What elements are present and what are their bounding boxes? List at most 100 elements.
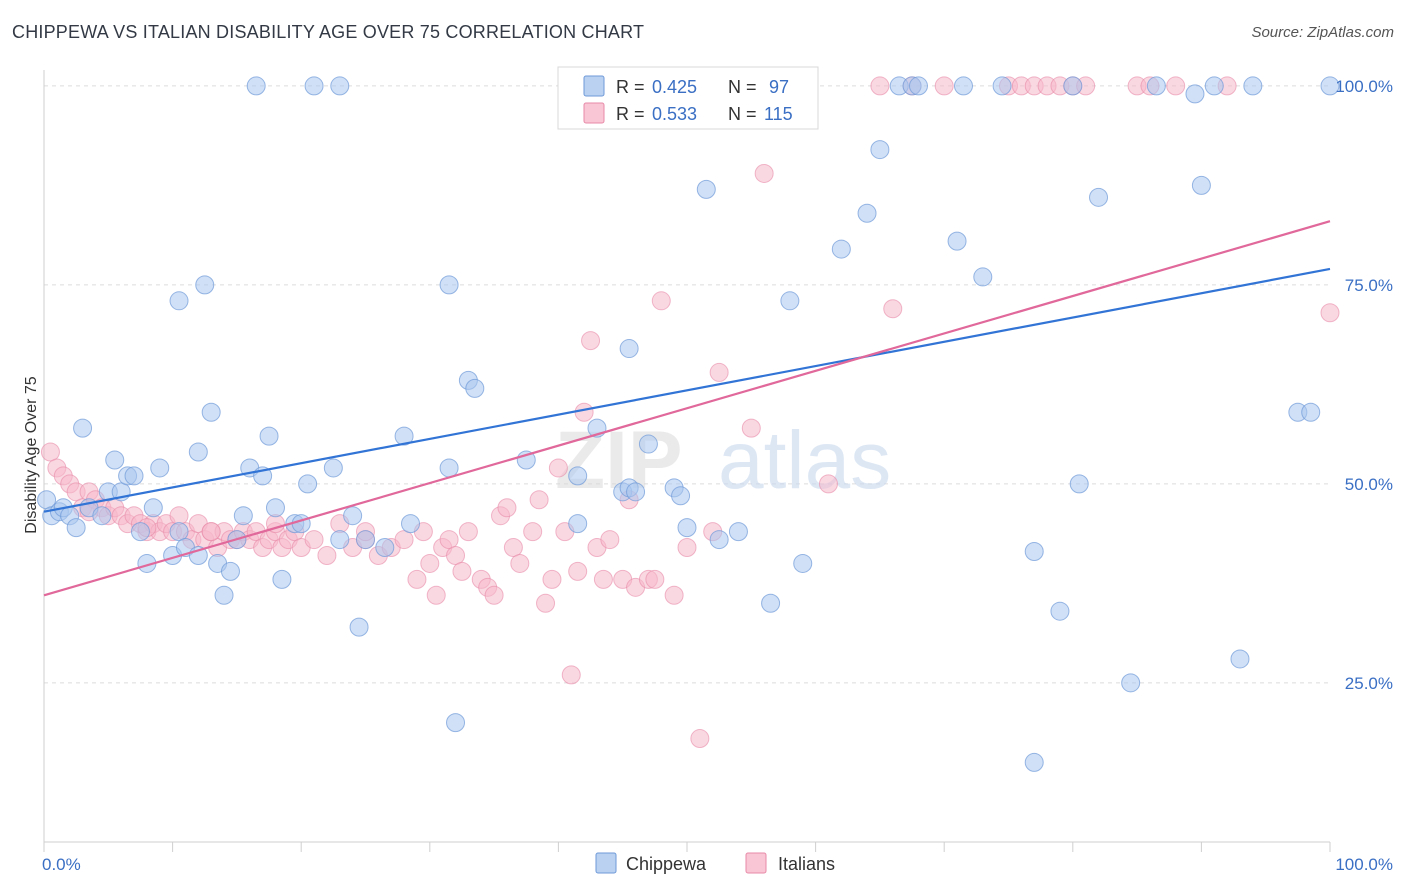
point-italians xyxy=(407,569,427,589)
point-italians xyxy=(651,291,671,311)
point-chippewa xyxy=(298,474,318,494)
point-chippewa xyxy=(272,569,292,589)
point-italians xyxy=(452,561,472,581)
point-chippewa xyxy=(73,418,93,438)
point-italians xyxy=(664,585,684,605)
point-chippewa xyxy=(401,514,421,534)
legend-n-value-1: 97 xyxy=(769,77,789,97)
x-tick-labels: 0.0% 100.0% xyxy=(42,855,1393,874)
point-italians xyxy=(600,530,620,550)
bottom-legend-chippewa: Chippewa xyxy=(626,854,707,874)
point-chippewa xyxy=(973,267,993,287)
y-tick-label: 100.0% xyxy=(1335,77,1393,96)
point-italians xyxy=(568,561,588,581)
point-italians xyxy=(542,569,562,589)
y-tick-label: 25.0% xyxy=(1345,674,1393,693)
point-chippewa xyxy=(343,506,363,526)
trend-line-chippewa xyxy=(43,267,1331,513)
point-italians xyxy=(446,545,466,565)
point-chippewa xyxy=(619,339,639,359)
point-italians xyxy=(934,76,954,96)
point-italians xyxy=(394,530,414,550)
point-italians xyxy=(1320,303,1340,323)
legend-swatch-italians xyxy=(583,102,605,124)
point-italians xyxy=(593,569,613,589)
point-chippewa xyxy=(66,518,86,538)
point-chippewa xyxy=(394,426,414,446)
point-chippewa xyxy=(330,530,350,550)
point-chippewa xyxy=(1121,673,1141,693)
y-tick-label: 75.0% xyxy=(1345,276,1393,295)
point-italians xyxy=(677,538,697,558)
point-italians xyxy=(818,474,838,494)
point-italians xyxy=(754,163,774,183)
point-italians xyxy=(201,522,221,542)
trend-lines xyxy=(43,220,1331,597)
point-italians xyxy=(536,593,556,613)
point-italians xyxy=(169,506,189,526)
x-tick-label: 100.0% xyxy=(1335,855,1393,874)
point-chippewa xyxy=(1089,187,1109,207)
bottom-legend-swatch-italians xyxy=(745,852,767,874)
grid-lines xyxy=(44,85,1330,684)
point-italians xyxy=(690,729,710,749)
point-chippewa xyxy=(626,482,646,502)
point-chippewa xyxy=(188,442,208,462)
chart-title: CHIPPEWA VS ITALIAN DISABILITY AGE OVER … xyxy=(12,22,645,42)
point-italians xyxy=(709,362,729,382)
point-italians xyxy=(40,442,60,462)
point-chippewa xyxy=(671,486,691,506)
point-chippewa xyxy=(233,506,253,526)
point-chippewa xyxy=(375,538,395,558)
point-italians xyxy=(317,545,337,565)
legend-r-label-1: R = xyxy=(616,77,645,97)
point-chippewa xyxy=(323,458,343,478)
point-chippewa xyxy=(709,530,729,550)
point-chippewa xyxy=(439,275,459,295)
y-axis-title: Disability Age Over 75 xyxy=(23,376,40,534)
point-chippewa xyxy=(1024,542,1044,562)
point-italians xyxy=(741,418,761,438)
point-italians xyxy=(645,569,665,589)
series-italians xyxy=(40,76,1340,749)
point-italians xyxy=(574,402,594,422)
point-chippewa xyxy=(169,522,189,542)
source-label: Source: ZipAtlas.com xyxy=(1251,24,1394,41)
point-chippewa xyxy=(953,76,973,96)
point-italians xyxy=(420,553,440,573)
point-chippewa xyxy=(568,514,588,534)
point-chippewa xyxy=(1069,474,1089,494)
point-chippewa xyxy=(304,76,324,96)
point-italians xyxy=(426,585,446,605)
legend-n-label-2: N = xyxy=(728,104,757,124)
y-tick-label: 50.0% xyxy=(1345,475,1393,494)
point-chippewa xyxy=(1050,601,1070,621)
point-chippewa xyxy=(1191,175,1211,195)
point-chippewa xyxy=(908,76,928,96)
legend-r-value-1: 0.425 xyxy=(652,77,697,97)
legend-r-value-2: 0.533 xyxy=(652,104,697,124)
point-chippewa xyxy=(992,76,1012,96)
point-chippewa xyxy=(265,498,285,518)
point-chippewa xyxy=(1024,752,1044,772)
point-chippewa xyxy=(870,140,890,160)
point-chippewa xyxy=(291,514,311,534)
point-chippewa xyxy=(1204,76,1224,96)
point-italians xyxy=(484,585,504,605)
point-chippewa xyxy=(696,179,716,199)
point-italians xyxy=(883,299,903,319)
point-chippewa xyxy=(857,203,877,223)
point-italians xyxy=(503,538,523,558)
point-italians xyxy=(548,458,568,478)
y-tick-labels: 25.0% 50.0% 75.0% 100.0% xyxy=(1335,77,1393,693)
legend-n-label-1: N = xyxy=(728,77,757,97)
point-chippewa xyxy=(201,402,221,422)
point-chippewa xyxy=(214,585,234,605)
point-italians xyxy=(529,490,549,510)
point-italians xyxy=(561,665,581,685)
point-chippewa xyxy=(124,466,144,486)
point-chippewa xyxy=(1301,402,1321,422)
point-chippewa xyxy=(780,291,800,311)
point-chippewa xyxy=(246,76,266,96)
